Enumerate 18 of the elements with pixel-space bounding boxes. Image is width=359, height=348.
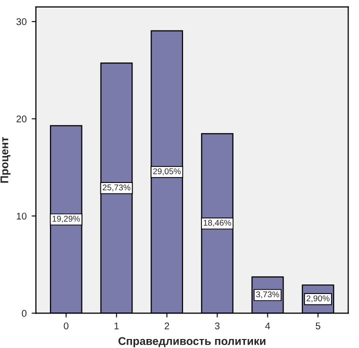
x-tick-label: 0: [64, 322, 68, 330]
x-tick-label: 4: [265, 322, 270, 330]
y-tick-label: 10: [16, 212, 26, 220]
y-tick-label: 20: [16, 115, 26, 122]
x-tick-label: 3: [214, 322, 220, 330]
data-label: 19,29%: [52, 216, 80, 223]
data-label: 3,73%: [256, 291, 280, 298]
y-tick-label: 30: [16, 18, 26, 26]
data-label: 18,46%: [204, 220, 232, 227]
data-label: 29,05%: [153, 168, 181, 176]
x-tick-label: 5: [316, 322, 320, 330]
x-tick-label: 2: [164, 322, 170, 330]
x-tick-label: 1: [114, 322, 119, 330]
y-tick-label: 0: [22, 310, 26, 317]
y-axis-title: Процент: [0, 137, 11, 183]
data-label: 2,90%: [306, 295, 330, 302]
x-axis-title: Справедливость политики: [118, 337, 266, 348]
data-label: 25,73%: [102, 184, 130, 192]
